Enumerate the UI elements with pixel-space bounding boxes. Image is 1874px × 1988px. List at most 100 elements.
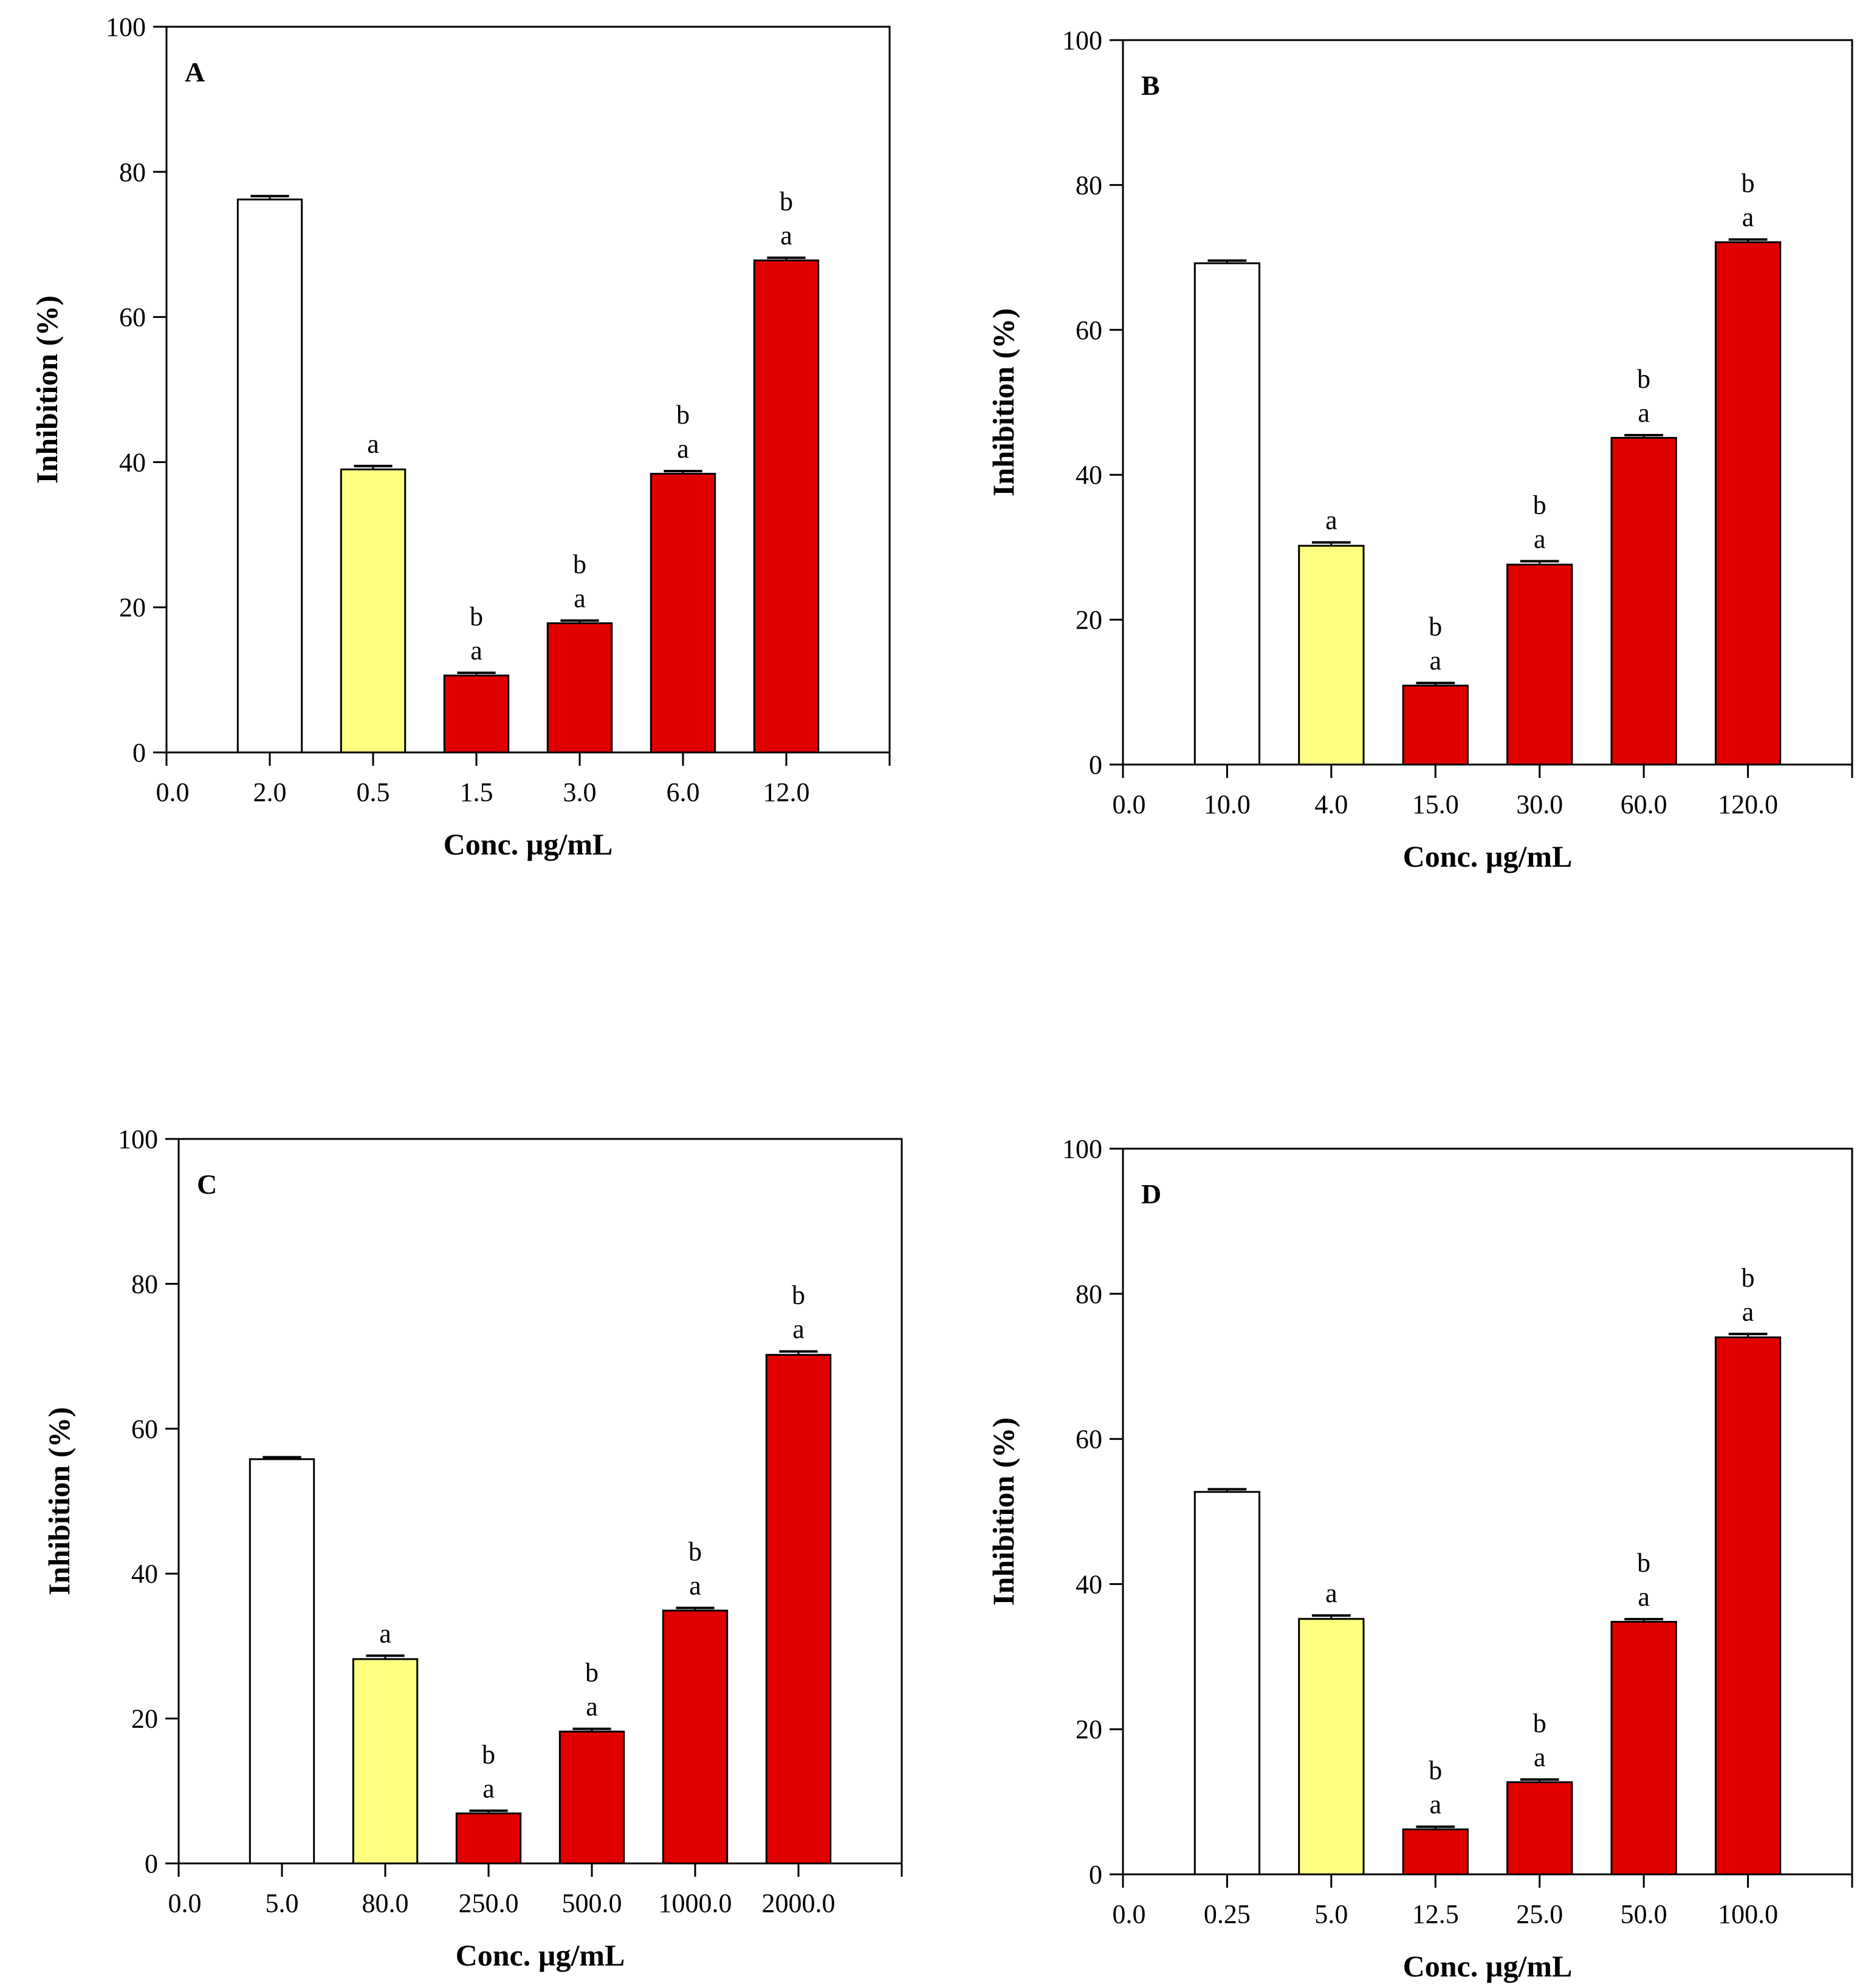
bar-standard — [1193, 262, 1261, 766]
significance-label: b — [1742, 1263, 1755, 1293]
significance-label: a — [1742, 1297, 1754, 1327]
significance-label: a — [1534, 1742, 1546, 1772]
significance-label: a — [482, 1773, 495, 1803]
y-tick-label: 40 — [1076, 460, 1102, 490]
bar-sample — [455, 1812, 522, 1865]
y-tick-label: 100 — [118, 1124, 158, 1154]
y-tick-label: 20 — [131, 1704, 158, 1734]
bar-reference — [1298, 545, 1365, 766]
y-axis-title: Inhibition (%) — [986, 1417, 1020, 1606]
significance-label: b — [676, 400, 690, 430]
significance-label: a — [1325, 505, 1337, 535]
x-tick-label: 25.0 — [1516, 1899, 1563, 1929]
significance-label: b — [1429, 1756, 1442, 1786]
significance-label: a — [780, 221, 792, 250]
x-tick-label: 2.0 — [253, 777, 287, 807]
x-tick-label: 1000.0 — [659, 1888, 732, 1918]
x-tick-label: 10.0 — [1204, 789, 1251, 819]
y-tick-label: 20 — [1076, 605, 1102, 635]
bar-sample — [1610, 436, 1677, 766]
significance-label: b — [482, 1739, 495, 1769]
panel-label: C — [197, 1169, 217, 1200]
bar-sample — [662, 1609, 729, 1865]
x-tick-label: 120.0 — [1718, 789, 1778, 819]
x-axis-title: Conc. µg/mL — [1403, 1949, 1573, 1983]
x-tick-label: 12.0 — [763, 777, 810, 807]
x-tick-label: 5.0 — [266, 1888, 299, 1918]
x-tick-label: 6.0 — [667, 777, 700, 807]
plot-frame — [165, 26, 891, 754]
x-tick-label: 250.0 — [459, 1888, 519, 1918]
bar-sample — [1714, 1336, 1782, 1876]
y-tick-label: 20 — [119, 593, 146, 622]
significance-label: b — [1429, 612, 1442, 642]
bar-sample — [546, 622, 613, 754]
y-tick-label: 40 — [131, 1559, 158, 1589]
significance-label: a — [379, 1618, 391, 1648]
bar-sample — [443, 674, 510, 754]
x-axis-title: Conc. µg/mL — [444, 827, 613, 861]
significance-label: b — [470, 602, 483, 631]
y-tick-label: 60 — [1076, 315, 1102, 345]
x-tick-label: 12.5 — [1412, 1899, 1459, 1929]
x-tick-label: 60.0 — [1621, 789, 1667, 819]
significance-label: b — [585, 1658, 599, 1688]
bar-sample — [650, 473, 716, 754]
significance-label: a — [1430, 646, 1442, 676]
y-tick-label: 0 — [1089, 1860, 1102, 1890]
bar-sample — [1402, 684, 1469, 766]
x-tick-label: 80.0 — [362, 1888, 409, 1918]
significance-label: a — [574, 583, 586, 613]
x-tick-label: 500.0 — [562, 1888, 622, 1918]
y-tick-label: 100 — [1062, 26, 1102, 55]
x-tick-label: 50.0 — [1621, 1899, 1667, 1929]
y-tick-label: 0 — [1089, 750, 1102, 780]
y-tick-label: 60 — [1076, 1425, 1102, 1454]
bar-sample — [558, 1730, 625, 1865]
plot-frame — [1122, 39, 1853, 766]
y-axis-title: Inhibition (%) — [986, 308, 1020, 497]
bar-standard — [236, 198, 303, 754]
x-tick-label: 5.0 — [1314, 1899, 1348, 1929]
y-tick-label: 0 — [132, 738, 146, 768]
bar-standard — [1193, 1491, 1261, 1876]
y-tick-label: 60 — [131, 1414, 158, 1444]
x-tick-label: 4.0 — [1314, 789, 1348, 819]
x-axis-title: Conc. µg/mL — [1403, 839, 1573, 873]
y-tick-label: 80 — [1076, 1279, 1102, 1309]
bar-sample — [1506, 1781, 1573, 1876]
significance-label: a — [689, 1571, 701, 1601]
bar-reference — [340, 468, 407, 754]
bar-standard — [249, 1458, 315, 1865]
x-tick-label: 0.0 — [1113, 789, 1146, 819]
bar-sample — [753, 259, 820, 754]
significance-label: b — [1742, 168, 1755, 198]
significance-label: a — [1325, 1578, 1337, 1608]
y-tick-label: 80 — [119, 157, 146, 187]
y-tick-label: 100 — [106, 12, 146, 42]
x-tick-label: 30.0 — [1516, 789, 1563, 819]
x-tick-label: 15.0 — [1412, 789, 1459, 819]
significance-label: a — [677, 434, 689, 464]
x-tick-label: 0.0 — [156, 777, 190, 807]
x-tick-label: 0.5 — [357, 777, 390, 807]
x-axis-title: Conc. µg/mL — [456, 1938, 625, 1972]
significance-label: a — [367, 429, 379, 459]
x-tick-label: 0.0 — [1113, 1899, 1146, 1929]
y-tick-label: 40 — [1076, 1569, 1102, 1599]
significance-label: a — [1742, 202, 1754, 232]
y-tick-label: 0 — [145, 1849, 158, 1879]
panel-label: D — [1141, 1178, 1161, 1209]
panel-label: A — [185, 57, 205, 88]
significance-label: b — [1637, 1548, 1650, 1578]
significance-label: b — [573, 549, 586, 579]
plot-frame — [177, 1138, 903, 1865]
x-tick-label: 1.5 — [460, 777, 493, 807]
y-tick-label: 80 — [131, 1269, 158, 1299]
significance-label: b — [792, 1281, 805, 1310]
